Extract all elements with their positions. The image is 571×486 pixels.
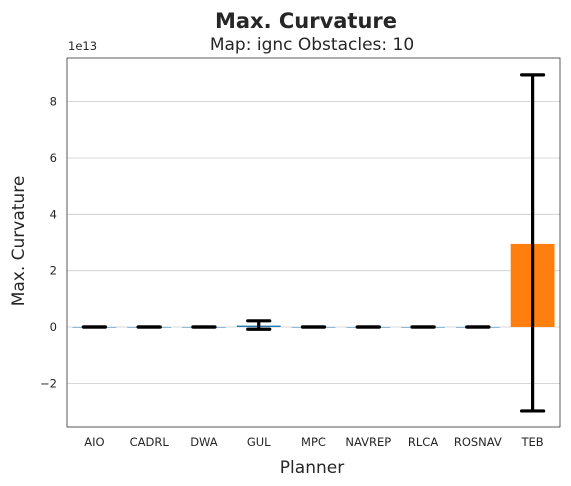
x-tick-label: CADRL [130,435,170,449]
x-tick-label: RLCA [408,435,438,449]
y-tick-label: 8 [50,95,57,109]
y-tick-labels: −2 0 2 4 6 8 [40,95,57,391]
x-tick-label: AIO [84,435,104,449]
gridlines [67,101,560,384]
x-tick-label: ROSNAV [454,435,502,449]
y-axis-label: Max. Curvature [9,176,29,307]
chart-subtitle: Map: ignc Obstacles: 10 [210,35,414,55]
bars [72,243,555,328]
x-tick-label: GUL [247,435,271,449]
x-axis-label: Planner [280,458,344,478]
y-tick-label: 6 [50,151,57,165]
x-tick-label: DWA [190,435,218,449]
y-tick-label: 2 [50,264,57,278]
error-bars [81,73,546,413]
error-bar [520,73,546,413]
y-tick-label: 4 [50,207,57,221]
x-tick-label: MPC [301,435,326,449]
y-tick-label: −2 [40,376,57,390]
y-tick-label: 0 [50,320,57,334]
x-tick-labels: AIO CADRL DWA GUL MPC NAVREP RLCA ROSNAV TEB [84,435,544,449]
x-tick-label: NAVREP [345,435,391,449]
plot-frame [66,57,561,428]
y-offset-label: 1e13 [68,39,97,53]
error-bar [246,319,272,331]
chart-title: Max. Curvature [215,9,397,33]
x-tick-label: TEB [521,435,544,449]
